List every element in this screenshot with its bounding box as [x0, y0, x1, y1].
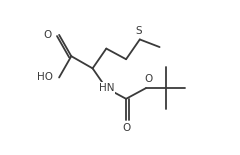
Text: S: S: [135, 26, 142, 36]
Text: HN: HN: [99, 83, 114, 93]
Text: O: O: [145, 74, 153, 84]
Text: O: O: [43, 30, 52, 40]
Text: O: O: [122, 123, 130, 133]
Text: HO: HO: [37, 73, 53, 82]
